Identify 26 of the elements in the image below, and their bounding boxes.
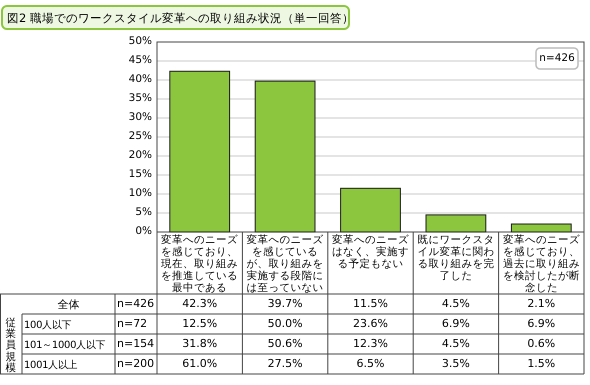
annotation: n=426 [117, 297, 154, 310]
annotation: 従業員規模 [4, 318, 18, 374]
annotation: 12.5% [181, 317, 218, 330]
annotation: 31.8% [181, 337, 218, 350]
annotation: 0.6% [526, 337, 556, 350]
annotation: 50.6% [266, 337, 304, 350]
annotation: n=200 [117, 357, 154, 370]
annotation: n=72 [117, 317, 148, 330]
annotation: 101～1000人以下 [24, 338, 106, 352]
annotation: n=426 [538, 52, 576, 64]
annotation: 6.5% [356, 357, 386, 370]
annotation: 1001人以上 [24, 358, 78, 372]
annotation: 23.6% [352, 317, 389, 330]
annotation: 3.5% [440, 357, 471, 370]
annotation: 4.5% [440, 337, 471, 350]
annotation: 50.0% [266, 317, 304, 330]
annotation: n=154 [117, 337, 154, 350]
annotation: 1.5% [526, 357, 556, 370]
annotation: 6.9% [440, 317, 471, 330]
annotation: 27.5% [266, 357, 304, 370]
annotation: 全体 [56, 297, 80, 312]
annotation: 12.3% [352, 337, 389, 350]
annotation: 61.0% [181, 357, 218, 370]
title: 図2 職場でのワークスタイル変革への取り組み状況（単一回答） [7, 11, 354, 26]
annotation: 6.9% [526, 317, 556, 330]
annotation: 100人以下 [24, 318, 72, 332]
